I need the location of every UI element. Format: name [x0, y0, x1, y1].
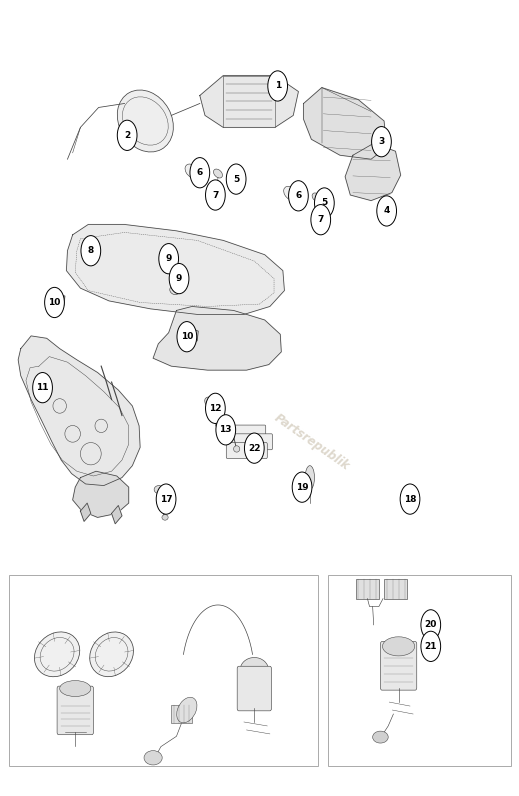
Text: 10: 10	[48, 298, 61, 307]
Circle shape	[216, 415, 236, 445]
Text: 9: 9	[176, 274, 182, 283]
Polygon shape	[181, 328, 198, 346]
Bar	[9, 575, 318, 766]
Text: 11: 11	[36, 383, 49, 392]
Text: 17: 17	[160, 494, 172, 504]
Bar	[356, 579, 379, 599]
Circle shape	[372, 127, 391, 157]
Ellipse shape	[170, 287, 179, 295]
Circle shape	[289, 181, 308, 211]
Circle shape	[81, 236, 101, 266]
Text: 22: 22	[248, 443, 261, 453]
Polygon shape	[48, 293, 65, 310]
Text: 6: 6	[295, 191, 302, 201]
Ellipse shape	[312, 214, 319, 219]
Circle shape	[177, 322, 197, 352]
Circle shape	[206, 180, 225, 210]
Text: 5: 5	[233, 174, 239, 184]
Ellipse shape	[162, 265, 171, 273]
Text: 20: 20	[425, 620, 437, 630]
Circle shape	[311, 205, 331, 235]
Circle shape	[377, 196, 397, 226]
Circle shape	[159, 244, 179, 274]
Ellipse shape	[234, 446, 240, 452]
Circle shape	[33, 373, 52, 403]
FancyBboxPatch shape	[57, 686, 93, 735]
Text: 21: 21	[425, 642, 437, 651]
Ellipse shape	[60, 681, 91, 696]
Ellipse shape	[154, 486, 163, 494]
Ellipse shape	[185, 164, 199, 178]
Circle shape	[268, 71, 288, 101]
Polygon shape	[345, 143, 401, 201]
Text: Partsrepublik: Partsrepublik	[271, 411, 351, 473]
Ellipse shape	[204, 397, 216, 408]
Polygon shape	[18, 336, 140, 486]
Ellipse shape	[206, 196, 212, 201]
Polygon shape	[66, 224, 284, 314]
Ellipse shape	[312, 193, 321, 202]
Circle shape	[244, 433, 264, 463]
Text: 19: 19	[296, 482, 308, 492]
Bar	[384, 579, 407, 599]
Circle shape	[206, 393, 225, 423]
Bar	[328, 575, 511, 766]
Ellipse shape	[305, 466, 315, 490]
Polygon shape	[304, 88, 387, 159]
Text: 10: 10	[181, 332, 193, 341]
Text: 5: 5	[321, 198, 327, 208]
Text: 9: 9	[166, 254, 172, 263]
Text: 18: 18	[404, 494, 416, 504]
Text: 3: 3	[378, 137, 385, 146]
Polygon shape	[73, 471, 129, 517]
Text: 4: 4	[384, 206, 390, 216]
Text: 7: 7	[212, 190, 218, 200]
Polygon shape	[200, 76, 298, 127]
FancyBboxPatch shape	[225, 425, 266, 441]
Circle shape	[226, 164, 246, 194]
Polygon shape	[112, 505, 122, 524]
Text: 7: 7	[318, 215, 324, 224]
FancyBboxPatch shape	[231, 434, 272, 450]
Polygon shape	[80, 503, 91, 521]
Circle shape	[117, 120, 137, 150]
Ellipse shape	[284, 186, 297, 201]
FancyBboxPatch shape	[237, 666, 271, 711]
Text: 13: 13	[220, 425, 232, 435]
Bar	[171, 705, 192, 723]
Ellipse shape	[213, 169, 223, 178]
Circle shape	[292, 472, 312, 502]
Text: 2: 2	[124, 131, 130, 140]
Circle shape	[421, 610, 441, 640]
Text: 1: 1	[275, 81, 281, 91]
Ellipse shape	[34, 632, 80, 677]
Ellipse shape	[240, 657, 269, 683]
Ellipse shape	[90, 632, 133, 677]
FancyBboxPatch shape	[226, 443, 267, 458]
Circle shape	[421, 631, 441, 661]
Text: 12: 12	[209, 404, 222, 413]
Ellipse shape	[117, 90, 173, 152]
Circle shape	[400, 484, 420, 514]
Text: 8: 8	[88, 246, 94, 256]
Circle shape	[315, 188, 334, 218]
Ellipse shape	[177, 697, 197, 723]
Circle shape	[156, 484, 176, 514]
Circle shape	[190, 158, 210, 188]
Ellipse shape	[144, 751, 162, 765]
Ellipse shape	[383, 637, 415, 656]
Ellipse shape	[162, 515, 168, 521]
FancyBboxPatch shape	[380, 642, 417, 690]
Ellipse shape	[373, 731, 388, 743]
Circle shape	[45, 287, 64, 318]
Polygon shape	[153, 306, 281, 370]
Text: 6: 6	[197, 168, 203, 178]
Circle shape	[169, 263, 189, 294]
Ellipse shape	[215, 420, 224, 428]
